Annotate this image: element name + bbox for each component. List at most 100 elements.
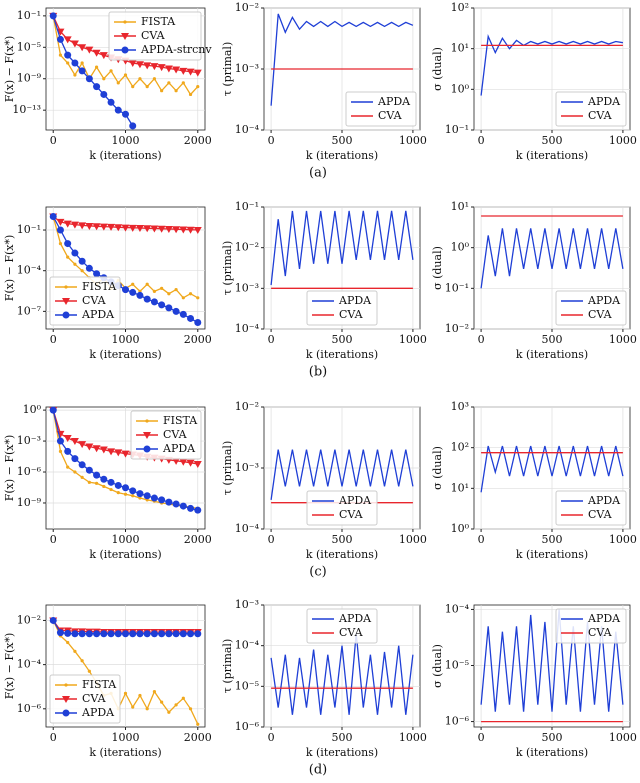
y-tick-label: 10⁻¹³: [12, 103, 41, 116]
marker: [109, 487, 113, 492]
y-tick-label: 10⁰: [451, 241, 470, 254]
marker: [123, 20, 127, 24]
marker: [172, 500, 180, 508]
marker: [158, 496, 166, 504]
marker: [128, 60, 137, 68]
marker: [136, 630, 144, 638]
x-tick-label: 500: [542, 533, 563, 546]
legend-box: [306, 490, 378, 526]
plot: 10⁻⁴ 10⁻³ 10⁻² 10⁻¹ 0 500 1000 k (iterations) τ …: [221, 200, 427, 361]
series-line: [480, 609, 624, 712]
legend-label: APDA: [377, 95, 411, 108]
x-tick-label: 1000: [112, 333, 140, 346]
x-tick-label: 1000: [112, 731, 140, 744]
legend-label: APDA: [81, 706, 115, 719]
legend-box: [555, 490, 627, 526]
marker: [165, 630, 173, 638]
marker: [172, 66, 181, 74]
marker: [150, 630, 158, 638]
x-tick-label: 2000: [184, 731, 212, 744]
marker: [174, 703, 178, 707]
legend-label: APDA: [587, 294, 621, 307]
marker: [92, 49, 101, 57]
x-tick-label: 0: [50, 333, 57, 346]
marker: [129, 487, 137, 495]
y-tick-label: 10¹: [451, 42, 469, 55]
y-tick-label: 10⁻⁶: [17, 465, 42, 478]
marker: [172, 457, 181, 465]
y-tick-label: 10⁻⁶: [17, 702, 42, 715]
marker: [71, 249, 79, 257]
y-tick-label: 10⁻³: [235, 62, 259, 75]
marker: [136, 291, 144, 299]
x-tick-label: 2000: [184, 134, 212, 147]
y-tick-label: 10⁰: [451, 82, 470, 95]
marker: [122, 630, 129, 638]
y-tick-label: 10⁻¹: [445, 123, 469, 136]
marker: [179, 226, 188, 234]
marker: [66, 61, 70, 65]
marker: [186, 226, 195, 234]
marker: [64, 629, 72, 637]
y-tick-label: 10⁻⁶: [235, 720, 260, 733]
marker: [107, 223, 116, 231]
legend-label: CVA: [82, 294, 107, 307]
y-tick-label: 10⁻¹: [17, 9, 41, 22]
x-tick-label: 0: [478, 731, 485, 744]
x-tick-label: 500: [332, 333, 353, 346]
marker: [122, 286, 129, 294]
legend-label: APDA: [587, 494, 621, 507]
y-axis-label: τ (primal): [221, 441, 234, 496]
y-tick-label: 10⁻⁶: [445, 715, 470, 728]
marker: [114, 630, 122, 638]
marker: [56, 437, 64, 445]
legend-label: CVA: [588, 109, 613, 122]
marker: [145, 84, 149, 89]
marker: [179, 502, 187, 510]
marker: [188, 707, 193, 711]
marker: [193, 460, 202, 468]
marker: [107, 478, 115, 486]
marker: [99, 223, 108, 231]
marker: [80, 269, 84, 273]
marker: [129, 122, 137, 130]
legend-label: APDA: [587, 612, 621, 625]
marker: [92, 445, 101, 453]
x-tick-label: 500: [542, 731, 563, 744]
marker: [122, 110, 129, 118]
x-axis-label: k (iterations): [516, 746, 588, 759]
x-axis-label: k (iterations): [306, 149, 378, 162]
x-tick-label: 0: [268, 533, 275, 546]
plot: 10⁻⁶ 10⁻⁵ 10⁻⁴ 10⁻³ 0 500 1000 k (iterations) τ …: [221, 598, 427, 759]
marker: [49, 616, 57, 624]
series-line: [480, 33, 624, 96]
marker: [116, 491, 120, 495]
marker: [121, 224, 130, 232]
marker: [123, 73, 128, 77]
legend-label: CVA: [339, 626, 364, 639]
marker: [152, 289, 157, 293]
marker: [114, 481, 122, 489]
x-tick-label: 1000: [399, 333, 427, 346]
marker: [56, 28, 65, 36]
x-tick-label: 500: [542, 333, 563, 346]
marker: [107, 98, 115, 106]
legend-label: CVA: [378, 109, 403, 122]
marker: [93, 471, 101, 479]
x-tick-label: 500: [332, 533, 353, 546]
marker: [174, 89, 178, 93]
marker: [157, 64, 166, 72]
marker: [71, 630, 79, 638]
marker: [129, 630, 137, 638]
marker: [150, 63, 159, 71]
marker: [172, 630, 180, 638]
marker: [107, 448, 116, 456]
x-tick-label: 1000: [609, 731, 637, 744]
x-axis-label: k (iterations): [516, 548, 588, 561]
legend-label: FISTA: [82, 280, 117, 293]
marker: [131, 84, 135, 89]
x-tick-label: 0: [478, 134, 485, 147]
marker: [150, 494, 158, 502]
marker: [172, 226, 181, 234]
legend-label: CVA: [588, 308, 613, 321]
